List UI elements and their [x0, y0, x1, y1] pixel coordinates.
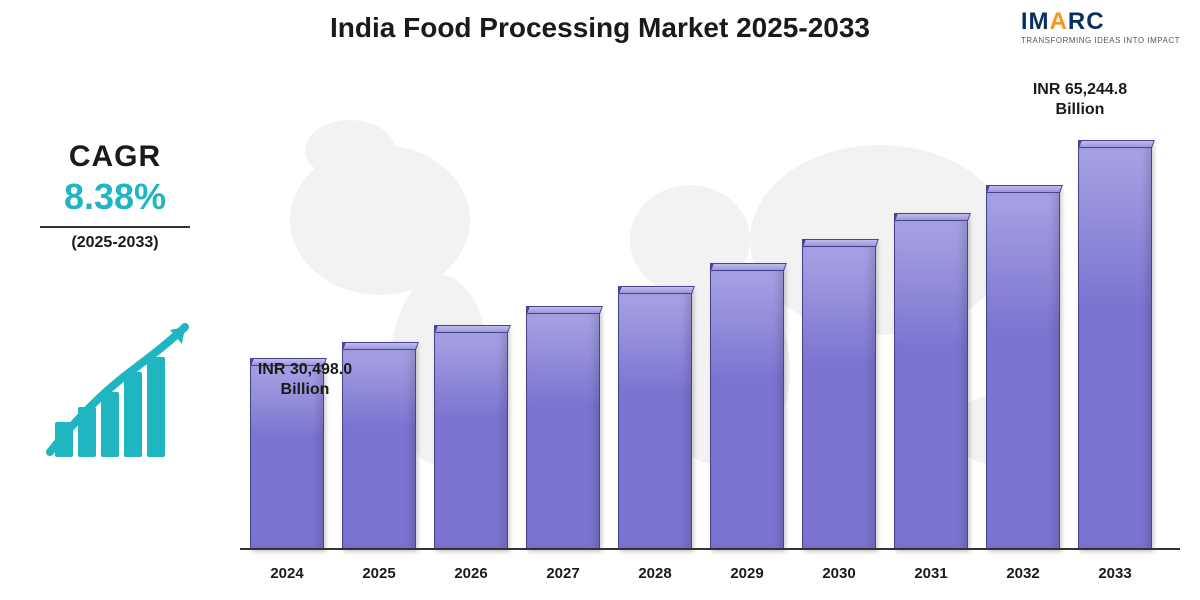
logo-pre: IM [1021, 8, 1050, 35]
cagr-label: CAGR [69, 140, 161, 174]
x-axis-line [240, 548, 1180, 550]
logo-tagline: TRANSFORMING IDEAS INTO IMPACT [1021, 36, 1180, 45]
chart-area: INR 30,498.0 Billion INR 65,244.8 Billio… [240, 70, 1180, 590]
cagr-period: (2025-2033) [71, 234, 158, 252]
bar [434, 325, 508, 550]
x-axis-tick-label: 2031 [894, 565, 968, 582]
x-axis-labels: 2024 2025 2026 2027 2028 2029 2030 2031 2032 2033 [240, 565, 1180, 582]
brand-logo: IMARC TRANSFORMING IDEAS INTO IMPACT [1021, 8, 1180, 45]
bar-wrap [618, 286, 692, 550]
x-axis-tick-label: 2026 [434, 565, 508, 582]
bar-wrap [1078, 140, 1152, 550]
growth-chart-icon [30, 302, 200, 472]
bar-wrap [710, 263, 784, 550]
callout-start-line2: Billion [240, 380, 370, 400]
callout-end-line1: INR 65,244.8 [1010, 80, 1150, 100]
cagr-value: 8.38% [64, 176, 166, 218]
bar-wrap [986, 185, 1060, 550]
logo-post: RC [1068, 8, 1105, 35]
x-axis-tick-label: 2024 [250, 565, 324, 582]
bar-wrap [526, 306, 600, 550]
bar [1078, 140, 1152, 550]
bar-wrap [802, 239, 876, 550]
bar [802, 239, 876, 550]
start-value-callout: INR 30,498.0 Billion [240, 360, 370, 400]
logo-accent: A [1050, 8, 1068, 35]
bar [986, 185, 1060, 550]
cagr-panel: CAGR 8.38% (2025-2033) [0, 100, 230, 540]
x-axis-tick-label: 2029 [710, 565, 784, 582]
bar [618, 286, 692, 550]
bar-wrap [894, 213, 968, 550]
x-axis-tick-label: 2028 [618, 565, 692, 582]
x-axis-tick-label: 2027 [526, 565, 600, 582]
x-axis-tick-label: 2032 [986, 565, 1060, 582]
x-axis-tick-label: 2033 [1078, 565, 1152, 582]
bar-wrap [434, 325, 508, 550]
x-axis-tick-label: 2025 [342, 565, 416, 582]
x-axis-tick-label: 2030 [802, 565, 876, 582]
callout-start-line1: INR 30,498.0 [240, 360, 370, 380]
bars-container [240, 110, 1180, 550]
end-value-callout: INR 65,244.8 Billion [1010, 80, 1150, 120]
bar [894, 213, 968, 550]
bar [710, 263, 784, 550]
divider [40, 226, 190, 228]
bar [526, 306, 600, 550]
logo-text: IMARC [1021, 8, 1180, 36]
callout-end-line2: Billion [1010, 100, 1150, 120]
